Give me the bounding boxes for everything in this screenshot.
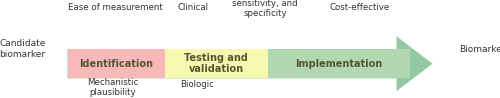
Text: Cost-effective: Cost-effective	[330, 3, 390, 12]
Text: Candidate
biomarker: Candidate biomarker	[0, 39, 46, 59]
Text: Reproducibility,
sensitivity, and
specificity: Reproducibility, sensitivity, and specif…	[232, 0, 298, 18]
Bar	[68, 49, 165, 78]
Text: Identification: Identification	[79, 59, 153, 69]
Polygon shape	[68, 36, 432, 91]
Text: Ease of measurement: Ease of measurement	[68, 3, 162, 12]
Text: Testing and
validation: Testing and validation	[184, 53, 248, 74]
Text: Implementation: Implementation	[295, 59, 382, 69]
Text: Clinical: Clinical	[177, 3, 208, 12]
Bar	[165, 49, 268, 78]
Text: Mechanistic
plausibility: Mechanistic plausibility	[87, 78, 138, 97]
Text: Biologic: Biologic	[180, 80, 214, 89]
Bar	[268, 49, 410, 78]
Text: Biomarker: Biomarker	[459, 44, 500, 54]
